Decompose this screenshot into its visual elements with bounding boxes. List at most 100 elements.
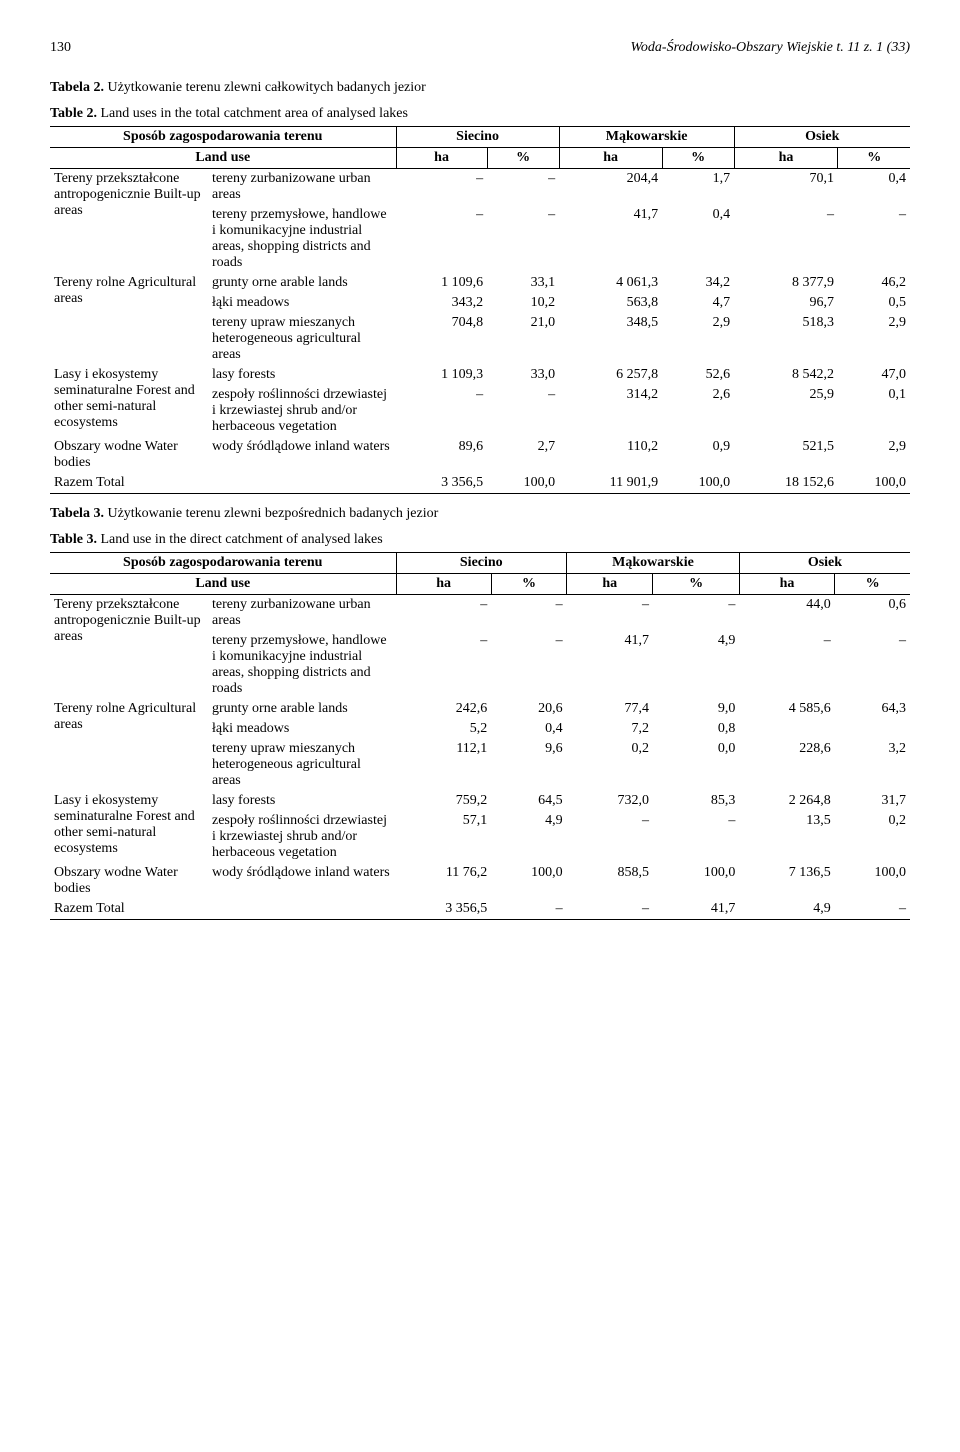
table2-unit-ha: ha <box>734 148 838 169</box>
table3-unit-pct: % <box>491 574 566 595</box>
cell-value: 732,0 <box>567 791 653 811</box>
cell-value: 4,9 <box>491 811 566 863</box>
table2-unit-ha: ha <box>559 148 662 169</box>
cell-value: 5,2 <box>396 719 491 739</box>
cell-value: 41,7 <box>567 631 653 699</box>
table2-lake-1: Mąkowarskie <box>559 127 734 148</box>
cell-value: 3,2 <box>835 739 910 791</box>
cell-value: 85,3 <box>653 791 739 811</box>
cell-value: – <box>567 811 653 863</box>
table3-colgroup-sublabel: Land use <box>50 574 396 595</box>
total-value: 100,0 <box>662 473 734 494</box>
cell-value: 2,9 <box>662 313 734 365</box>
category-label: Lasy i ekosystemy seminaturalne Forest a… <box>50 791 208 863</box>
table3-unit-ha: ha <box>396 574 491 595</box>
cell-value: 518,3 <box>734 313 838 365</box>
cell-value: – <box>491 631 566 699</box>
table2-text-en: Land uses in the total catchment area of… <box>100 106 408 121</box>
cell-value: 44,0 <box>739 595 834 632</box>
subcategory-label: wody śródlądowe inland waters <box>208 437 396 473</box>
cell-value: 7,2 <box>567 719 653 739</box>
cell-value: 64,5 <box>491 791 566 811</box>
subcategory-label: grunty orne arable lands <box>208 699 396 719</box>
cell-value: 0,4 <box>662 205 734 273</box>
page-header: 130 Woda-Środowisko-Obszary Wiejskie t. … <box>50 40 910 56</box>
category-label: Tereny rolne Agricultural areas <box>50 273 208 365</box>
table2-caption-en: Table 2. Land uses in the total catchmen… <box>50 106 910 122</box>
cell-value: 33,0 <box>487 365 559 385</box>
journal-title: Woda-Środowisko-Obszary Wiejskie t. 11 z… <box>631 40 910 56</box>
total-value: – <box>491 899 566 920</box>
total-value: 18 152,6 <box>734 473 838 494</box>
table-row: Tereny rolne Agricultural areasgrunty or… <box>50 699 910 719</box>
cell-value: 858,5 <box>567 863 653 899</box>
total-value: 41,7 <box>653 899 739 920</box>
total-value: 100,0 <box>838 473 910 494</box>
cell-value: 1,7 <box>662 169 734 206</box>
subcategory-label: tereny upraw mieszanych heterogeneous ag… <box>208 313 396 365</box>
subcategory-label: lasy forests <box>208 791 396 811</box>
cell-value: 314,2 <box>559 385 662 437</box>
total-value: 100,0 <box>487 473 559 494</box>
cell-value: 4,9 <box>653 631 739 699</box>
total-label: Razem Total <box>50 899 396 920</box>
cell-value: 7 136,5 <box>739 863 834 899</box>
cell-value: – <box>838 205 910 273</box>
cell-value: 96,7 <box>734 293 838 313</box>
subcategory-label: wody śródlądowe inland waters <box>208 863 396 899</box>
total-row: Razem Total3 356,5100,011 901,9100,018 1… <box>50 473 910 494</box>
cell-value: 242,6 <box>396 699 491 719</box>
table2-label-en: Table 2. <box>50 106 97 121</box>
cell-value: 343,2 <box>396 293 487 313</box>
cell-value: – <box>835 631 910 699</box>
total-value: 3 356,5 <box>396 899 491 920</box>
cell-value <box>835 719 910 739</box>
total-value: – <box>567 899 653 920</box>
category-label: Tereny przekształcone antropogenicznie B… <box>50 595 208 700</box>
category-label: Obszary wodne Water bodies <box>50 437 208 473</box>
table3-unit-pct: % <box>653 574 739 595</box>
table2-unit-pct: % <box>487 148 559 169</box>
cell-value: 57,1 <box>396 811 491 863</box>
table2-unit-pct: % <box>838 148 910 169</box>
table-row: Obszary wodne Water bodieswody śródlądow… <box>50 863 910 899</box>
cell-value: 100,0 <box>491 863 566 899</box>
cell-value: 1 109,3 <box>396 365 487 385</box>
table3-unit-ha: ha <box>567 574 653 595</box>
cell-value <box>739 719 834 739</box>
cell-value: 1 109,6 <box>396 273 487 293</box>
subcategory-label: grunty orne arable lands <box>208 273 396 293</box>
table-row: Obszary wodne Water bodieswody śródlądow… <box>50 437 910 473</box>
cell-value: 52,6 <box>662 365 734 385</box>
cell-value: 228,6 <box>739 739 834 791</box>
cell-value: 0,9 <box>662 437 734 473</box>
cell-value: 89,6 <box>396 437 487 473</box>
cell-value: 2,7 <box>487 437 559 473</box>
table3-text-pl: Użytkowanie terenu zlewni bezpośrednich … <box>107 506 438 521</box>
subcategory-label: tereny zurbanizowane urban areas <box>208 595 396 632</box>
total-value: 11 901,9 <box>559 473 662 494</box>
table-row: Tereny przekształcone antropogenicznie B… <box>50 169 910 206</box>
cell-value: 2,9 <box>838 437 910 473</box>
cell-value: – <box>734 205 838 273</box>
cell-value: – <box>491 595 566 632</box>
cell-value: – <box>487 169 559 206</box>
cell-value: 100,0 <box>835 863 910 899</box>
cell-value: – <box>567 595 653 632</box>
table3-caption-pl: Tabela 3. Użytkowanie terenu zlewni bezp… <box>50 506 910 522</box>
total-value: 3 356,5 <box>396 473 487 494</box>
cell-value: 4 585,6 <box>739 699 834 719</box>
cell-value: 20,6 <box>491 699 566 719</box>
cell-value: 64,3 <box>835 699 910 719</box>
subcategory-label: łąki meadows <box>208 293 396 313</box>
cell-value: 110,2 <box>559 437 662 473</box>
table2: Sposób zagospodarowania terenu Siecino M… <box>50 126 910 494</box>
table2-caption-pl: Tabela 2. Użytkowanie terenu zlewni całk… <box>50 80 910 96</box>
cell-value: 21,0 <box>487 313 559 365</box>
cell-value: – <box>653 811 739 863</box>
table2-lake-2: Osiek <box>734 127 910 148</box>
category-label: Tereny przekształcone antropogenicznie B… <box>50 169 208 274</box>
total-row: Razem Total3 356,5––41,74,9– <box>50 899 910 920</box>
total-label: Razem Total <box>50 473 396 494</box>
cell-value: 70,1 <box>734 169 838 206</box>
